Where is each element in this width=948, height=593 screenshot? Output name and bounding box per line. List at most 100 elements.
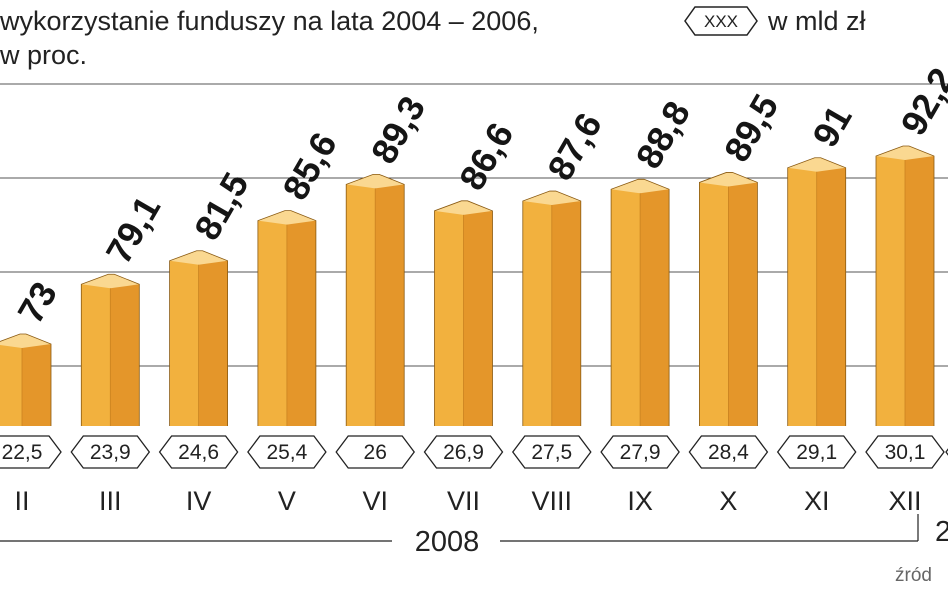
bar-side bbox=[375, 184, 405, 426]
month-label: VIII bbox=[532, 486, 573, 516]
bar-front bbox=[434, 210, 464, 426]
bar-side bbox=[463, 210, 493, 426]
month-label: VII bbox=[447, 486, 480, 516]
value-badges: 22,5 23,9 24,6 25,4 26 26,9 27,5 27,9 28,4 29,1 30… bbox=[0, 435, 948, 469]
bar-outline bbox=[610, 178, 670, 426]
amount-badge-label: 30,1 bbox=[885, 441, 926, 464]
bar-outline bbox=[80, 273, 140, 426]
month-label: X bbox=[719, 486, 737, 516]
bar-outline bbox=[875, 145, 935, 426]
month-label: XI bbox=[804, 486, 830, 516]
amount-badge bbox=[247, 435, 327, 469]
bar-outline bbox=[522, 190, 582, 426]
bar-front bbox=[0, 344, 22, 426]
bar-outline bbox=[699, 172, 758, 426]
bar-value-label: 85,6 bbox=[274, 125, 345, 206]
bar-outline bbox=[169, 250, 229, 426]
month-label: II bbox=[14, 486, 29, 516]
bar-value-label: 88,8 bbox=[628, 94, 699, 175]
amount-badge bbox=[688, 435, 769, 469]
chart-title-line1: wykorzystanie funduszy na lata 2004 – 20… bbox=[0, 6, 539, 36]
bar-side bbox=[198, 260, 228, 426]
bar-value-label: 73 bbox=[9, 275, 65, 330]
amount-badge bbox=[423, 435, 504, 469]
bar-top bbox=[699, 172, 758, 187]
bar-side bbox=[22, 344, 51, 426]
amount-badge-label: 22,5 bbox=[2, 441, 43, 464]
bar-front bbox=[787, 167, 817, 426]
month-label: IX bbox=[627, 486, 653, 516]
bar-side bbox=[905, 156, 934, 426]
amount-badge-label: 27,9 bbox=[620, 441, 661, 464]
bar-outline bbox=[787, 157, 847, 426]
amount-badge-label: 25,4 bbox=[266, 441, 307, 464]
amount-badge-label: 24,6 bbox=[178, 441, 219, 464]
bar-outline bbox=[257, 210, 317, 426]
bar-top bbox=[257, 210, 316, 225]
bar-value-label: 79,1 bbox=[98, 189, 169, 270]
amount-badge-label: 26,9 bbox=[443, 441, 484, 464]
bar-side bbox=[728, 182, 758, 426]
legend-symbol: XXX bbox=[704, 12, 738, 31]
bar-outline bbox=[0, 333, 52, 426]
year-label-2008: 2008 bbox=[415, 526, 480, 558]
bar-front bbox=[346, 184, 376, 426]
chart-title-line2: w proc. bbox=[0, 40, 88, 70]
bar-top bbox=[434, 200, 493, 215]
bar-top bbox=[0, 334, 51, 348]
bar-front bbox=[522, 201, 552, 426]
year-label-next: 2 bbox=[935, 516, 948, 548]
amount-badge-label: 29,1 bbox=[796, 441, 837, 464]
month-label: V bbox=[278, 486, 296, 516]
bar-value-label: 89,5 bbox=[716, 87, 787, 168]
bar-value-label: 92,2 bbox=[892, 61, 948, 142]
legend: XXX w mld zł bbox=[684, 6, 866, 36]
amount-badge-label: 27,5 bbox=[531, 441, 572, 464]
amount-badge bbox=[865, 435, 945, 469]
chart-title: wykorzystanie funduszy na lata 2004 – 20… bbox=[0, 4, 539, 72]
bar-top bbox=[169, 250, 228, 265]
bar-outline bbox=[434, 200, 493, 426]
amount-badge bbox=[511, 435, 592, 469]
bar-front bbox=[169, 260, 199, 426]
bar-top bbox=[611, 179, 670, 194]
amount-badge bbox=[776, 435, 857, 469]
month-label: III bbox=[99, 486, 122, 516]
bar-front bbox=[81, 284, 111, 426]
bar-front bbox=[257, 220, 287, 426]
bar-side bbox=[110, 284, 140, 426]
month-label: IV bbox=[186, 486, 212, 516]
amount-badge bbox=[70, 435, 151, 469]
amount-badge-label: 28,4 bbox=[708, 441, 749, 464]
legend-label: w mld zł bbox=[768, 5, 866, 36]
bar-front bbox=[876, 156, 905, 426]
bar-top bbox=[81, 274, 140, 289]
legend-hexagon-icon: XXX bbox=[684, 6, 758, 36]
amount-badge bbox=[335, 435, 416, 469]
amount-badge-label: 26 bbox=[364, 441, 387, 464]
amount-badge bbox=[158, 435, 239, 469]
amount-badge-label: 23,9 bbox=[90, 441, 131, 464]
amount-badge bbox=[600, 435, 680, 469]
bar-value-label: 86,6 bbox=[451, 116, 522, 197]
bar-side bbox=[286, 220, 316, 426]
month-label: XII bbox=[888, 486, 921, 516]
month-label: VI bbox=[362, 486, 388, 516]
bar-front bbox=[699, 182, 729, 426]
bar-side bbox=[551, 201, 581, 426]
bar-side bbox=[816, 167, 846, 426]
bar-outline bbox=[345, 173, 405, 426]
bar-value-label: 87,6 bbox=[539, 106, 610, 187]
bar-top bbox=[876, 146, 934, 160]
amount-badge bbox=[0, 435, 62, 469]
source-note: źród bbox=[895, 565, 932, 586]
bar-value-label: 91 bbox=[804, 99, 860, 154]
bar-value-label: 89,3 bbox=[363, 89, 434, 170]
bar-side bbox=[640, 189, 670, 426]
bar-top bbox=[787, 157, 846, 172]
bar-front bbox=[611, 189, 641, 426]
bar-top bbox=[346, 174, 405, 189]
